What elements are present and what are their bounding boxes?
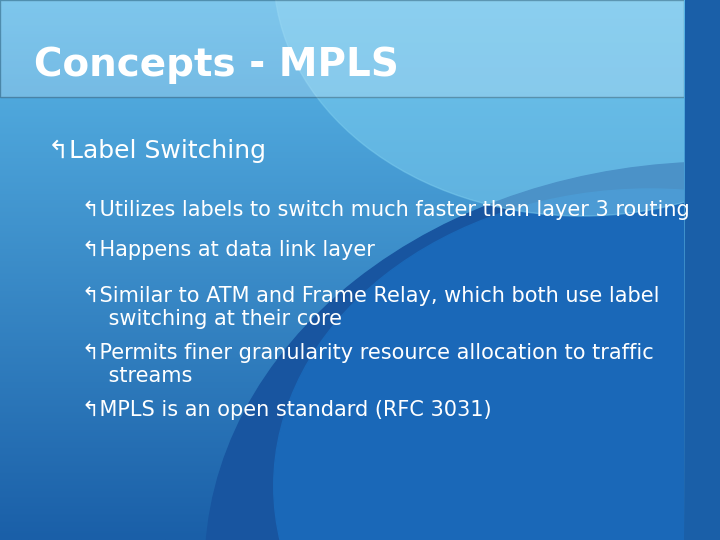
Text: Concepts - MPLS: Concepts - MPLS [35,46,399,84]
Circle shape [205,162,720,540]
Circle shape [274,189,720,540]
Text: ↰Label Switching: ↰Label Switching [48,139,266,163]
Text: ↰Happens at data link layer: ↰Happens at data link layer [82,240,375,260]
Text: ↰Similar to ATM and Frame Relay, which both use label
    switching at their cor: ↰Similar to ATM and Frame Relay, which b… [82,286,660,329]
Text: ↰Permits finer granularity resource allocation to traffic
    streams: ↰Permits finer granularity resource allo… [82,343,654,386]
Text: ↰Utilizes labels to switch much faster than layer 3 routing: ↰Utilizes labels to switch much faster t… [82,200,690,220]
FancyBboxPatch shape [0,0,684,97]
Text: ↰MPLS is an open standard (RFC 3031): ↰MPLS is an open standard (RFC 3031) [82,400,492,420]
Circle shape [274,0,720,216]
